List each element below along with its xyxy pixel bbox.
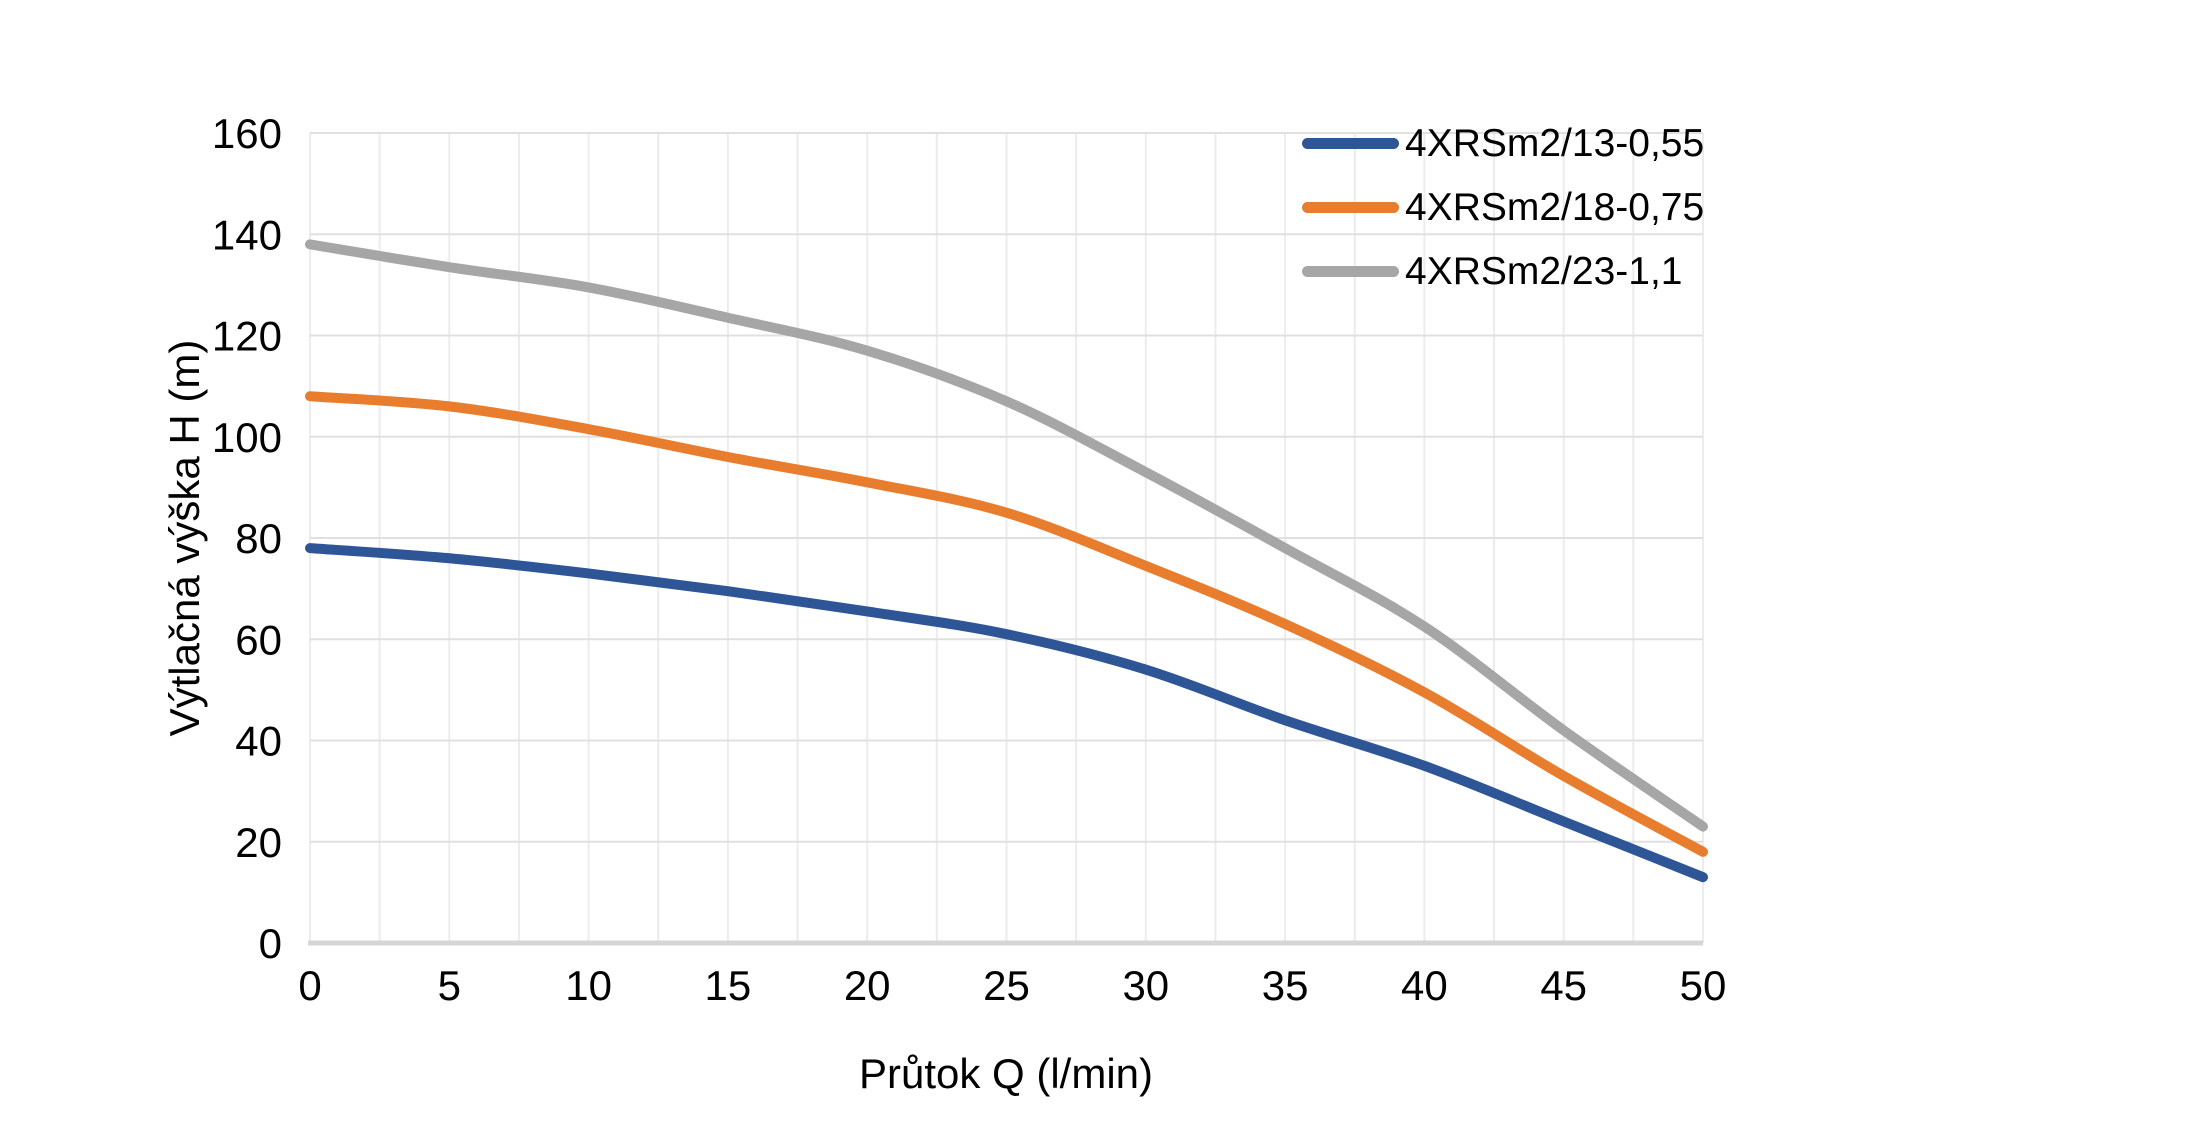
- legend-line-swatch: [1302, 137, 1399, 149]
- x-tick-label: 30: [1122, 962, 1169, 1009]
- x-tick-label: 45: [1540, 962, 1587, 1009]
- y-axis-title: Výtlačná výška H (m): [161, 340, 208, 737]
- y-tick-label: 0: [259, 920, 282, 967]
- y-tick-label: 120: [212, 313, 282, 360]
- x-tick-label: 5: [438, 962, 461, 1009]
- y-tick-label: 20: [235, 819, 282, 866]
- x-tick-labels: 0 5 10 15 20 25 30 35 40 45 50: [298, 962, 1726, 1009]
- curve-4XRSm2/13-0,55: [305, 543, 1708, 883]
- y-tick-label: 80: [235, 515, 282, 562]
- y-tick-label: 140: [212, 211, 282, 258]
- series-curves: [305, 239, 1708, 883]
- y-tick-label: 100: [212, 414, 282, 461]
- y-tick-label: 160: [212, 110, 282, 157]
- y-tick-labels: 0 20 40 60 80 100 120 140 160: [212, 110, 282, 967]
- x-tick-label: 15: [705, 962, 752, 1009]
- x-tick-label: 50: [1680, 962, 1727, 1009]
- x-tick-label: 40: [1401, 962, 1448, 1009]
- legend-line-swatch: [1302, 265, 1399, 277]
- y-tick-label: 40: [235, 718, 282, 765]
- legend-item: 4XRSm2/13-0,55: [1302, 111, 1704, 175]
- curve-4XRSm2/23-1,1: [305, 239, 1708, 832]
- legend-label: 4XRSm2/18-0,75: [1405, 185, 1705, 229]
- legend-line-swatch: [1302, 201, 1399, 213]
- x-tick-label: 25: [983, 962, 1030, 1009]
- x-axis-title: Průtok Q (l/min): [859, 1050, 1153, 1097]
- x-tick-label: 10: [565, 962, 612, 1009]
- curve-4XRSm2/18-0,75: [305, 391, 1708, 857]
- legend-item: 4XRSm2/23-1,1: [1302, 239, 1704, 303]
- x-tick-label: 35: [1262, 962, 1309, 1009]
- horizontal-gridlines: [308, 132, 1703, 946]
- legend-label: 4XRSm2/13-0,55: [1405, 121, 1705, 165]
- legend-item: 4XRSm2/18-0,75: [1302, 175, 1704, 239]
- legend: 4XRSm2/13-0,55 4XRSm2/18-0,75 4XRSm2/23-1,…: [1302, 111, 1704, 303]
- legend-label: 4XRSm2/23-1,1: [1405, 249, 1683, 293]
- x-tick-label: 20: [844, 962, 891, 1009]
- x-tick-label: 0: [298, 962, 321, 1009]
- y-tick-label: 60: [235, 616, 282, 663]
